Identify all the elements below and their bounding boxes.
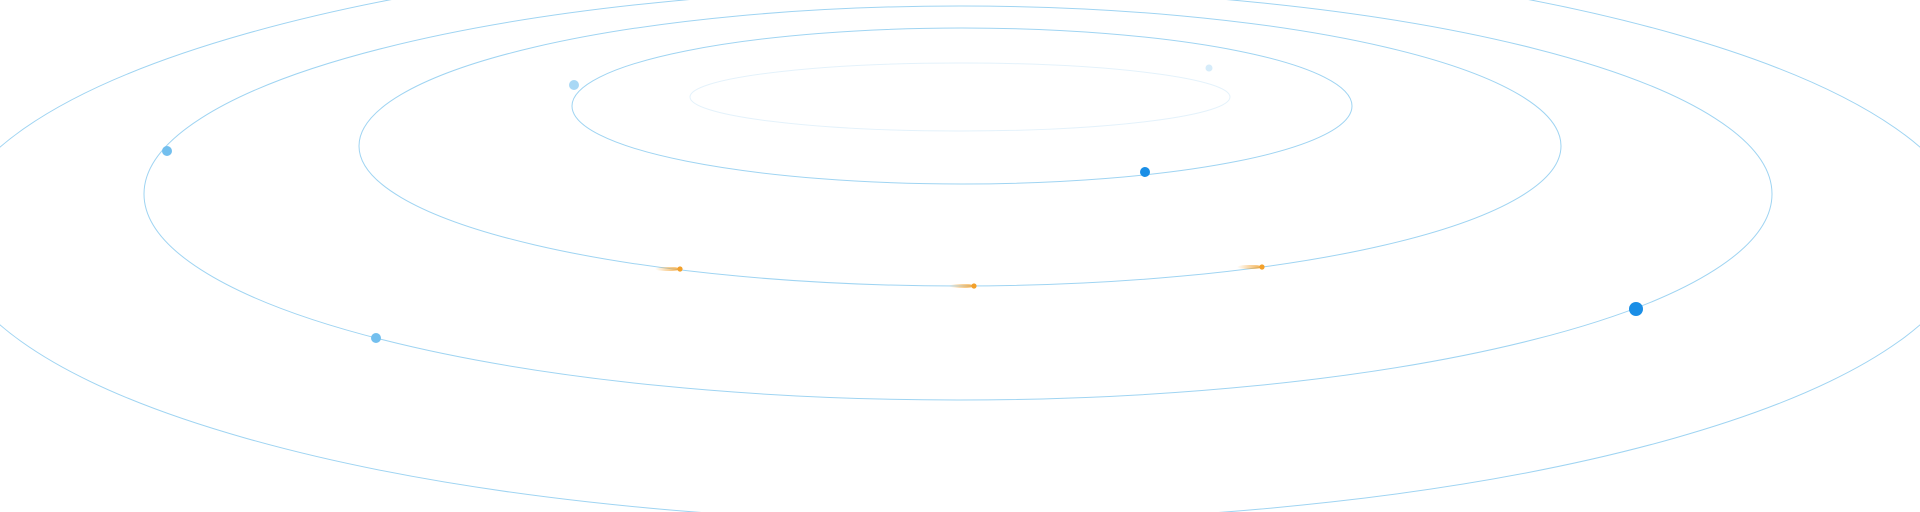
comet-head xyxy=(971,283,977,289)
comet-head xyxy=(1259,264,1265,270)
comet-tail xyxy=(949,284,975,288)
orbit-dot xyxy=(371,333,381,343)
orbit-dot xyxy=(1629,302,1643,316)
orbit-middle xyxy=(358,5,1562,287)
orbit-inner xyxy=(571,27,1353,185)
comet-tail xyxy=(1237,265,1263,269)
orbit-dot xyxy=(1140,167,1150,177)
orbit-innermost xyxy=(689,62,1231,132)
comet-head xyxy=(677,266,683,272)
orbit-dot xyxy=(162,146,172,156)
orbit-dot xyxy=(1205,64,1213,72)
comet-tail xyxy=(655,267,681,271)
dot-layer xyxy=(162,64,1643,343)
orbit-outer xyxy=(143,0,1773,401)
orbit-dot xyxy=(569,80,579,90)
